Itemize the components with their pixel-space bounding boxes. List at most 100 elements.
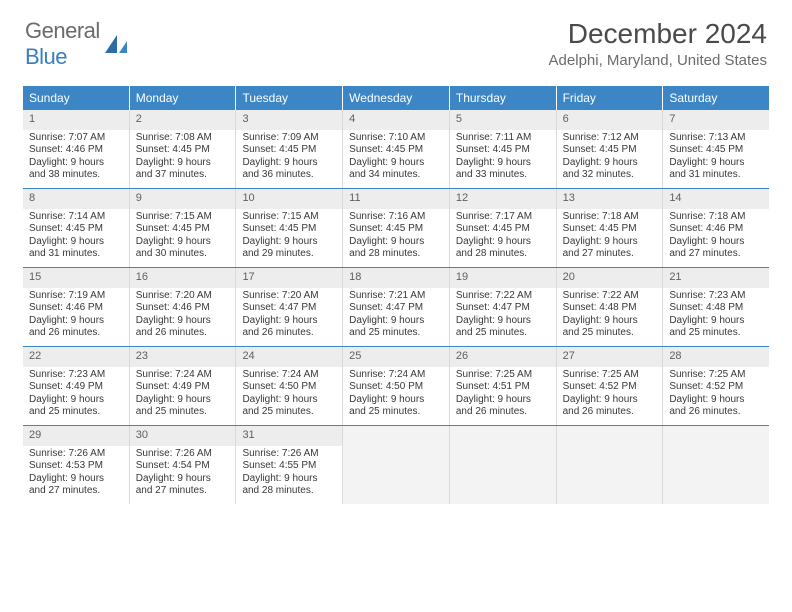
- weeks-container: 1Sunrise: 7:07 AMSunset: 4:46 PMDaylight…: [23, 110, 769, 504]
- day-number: 11: [343, 189, 449, 209]
- sunset-text: Sunset: 4:55 PM: [242, 460, 336, 473]
- day-number: 4: [343, 110, 449, 130]
- day-cell: 20Sunrise: 7:22 AMSunset: 4:48 PMDayligh…: [557, 268, 664, 346]
- sunset-text: Sunset: 4:45 PM: [29, 223, 123, 236]
- logo-word-1: General: [25, 18, 100, 43]
- day-cell: 24Sunrise: 7:24 AMSunset: 4:50 PMDayligh…: [236, 347, 343, 425]
- sunset-text: Sunset: 4:45 PM: [136, 223, 230, 236]
- day-number: 25: [343, 347, 449, 367]
- day-body: Sunrise: 7:18 AMSunset: 4:46 PMDaylight:…: [663, 211, 769, 261]
- day-body: Sunrise: 7:20 AMSunset: 4:46 PMDaylight:…: [130, 290, 236, 340]
- day-number: 24: [236, 347, 342, 367]
- day-cell: 2Sunrise: 7:08 AMSunset: 4:45 PMDaylight…: [130, 110, 237, 188]
- day-number: 17: [236, 268, 342, 288]
- day-number: 10: [236, 189, 342, 209]
- day-cell: [557, 426, 664, 504]
- daylight-text: Daylight: 9 hours and 25 minutes.: [563, 315, 657, 340]
- sunrise-text: Sunrise: 7:24 AM: [136, 369, 230, 382]
- day-cell: 4Sunrise: 7:10 AMSunset: 4:45 PMDaylight…: [343, 110, 450, 188]
- day-number: 31: [236, 426, 342, 446]
- sunrise-text: Sunrise: 7:12 AM: [563, 132, 657, 145]
- day-number: 20: [557, 268, 663, 288]
- week-row: 22Sunrise: 7:23 AMSunset: 4:49 PMDayligh…: [23, 346, 769, 425]
- day-cell: 7Sunrise: 7:13 AMSunset: 4:45 PMDaylight…: [663, 110, 769, 188]
- day-body: Sunrise: 7:09 AMSunset: 4:45 PMDaylight:…: [236, 132, 342, 182]
- sunrise-text: Sunrise: 7:11 AM: [456, 132, 550, 145]
- day-cell: 10Sunrise: 7:15 AMSunset: 4:45 PMDayligh…: [236, 189, 343, 267]
- day-header-friday: Friday: [557, 86, 664, 110]
- sunset-text: Sunset: 4:47 PM: [349, 302, 443, 315]
- sunrise-text: Sunrise: 7:25 AM: [456, 369, 550, 382]
- sunrise-text: Sunrise: 7:25 AM: [669, 369, 763, 382]
- day-number: 16: [130, 268, 236, 288]
- location-text: Adelphi, Maryland, United States: [549, 52, 767, 69]
- day-cell: [663, 426, 769, 504]
- daylight-text: Daylight: 9 hours and 33 minutes.: [456, 157, 550, 182]
- daylight-text: Daylight: 9 hours and 25 minutes.: [669, 315, 763, 340]
- header: General Blue December 2024 Adelphi, Mary…: [0, 0, 792, 78]
- day-number: 22: [23, 347, 129, 367]
- day-body: Sunrise: 7:21 AMSunset: 4:47 PMDaylight:…: [343, 290, 449, 340]
- sunrise-text: Sunrise: 7:24 AM: [242, 369, 336, 382]
- daylight-text: Daylight: 9 hours and 27 minutes.: [563, 236, 657, 261]
- day-cell: 19Sunrise: 7:22 AMSunset: 4:47 PMDayligh…: [450, 268, 557, 346]
- daylight-text: Daylight: 9 hours and 29 minutes.: [242, 236, 336, 261]
- day-header-monday: Monday: [130, 86, 237, 110]
- daylight-text: Daylight: 9 hours and 32 minutes.: [563, 157, 657, 182]
- day-body: Sunrise: 7:26 AMSunset: 4:53 PMDaylight:…: [23, 448, 129, 498]
- day-number: 8: [23, 189, 129, 209]
- sunrise-text: Sunrise: 7:13 AM: [669, 132, 763, 145]
- day-number: 21: [663, 268, 769, 288]
- day-body: Sunrise: 7:12 AMSunset: 4:45 PMDaylight:…: [557, 132, 663, 182]
- sunset-text: Sunset: 4:48 PM: [669, 302, 763, 315]
- sunset-text: Sunset: 4:45 PM: [456, 223, 550, 236]
- day-number: 5: [450, 110, 556, 130]
- sunset-text: Sunset: 4:45 PM: [242, 144, 336, 157]
- daylight-text: Daylight: 9 hours and 25 minutes.: [349, 394, 443, 419]
- sunset-text: Sunset: 4:54 PM: [136, 460, 230, 473]
- sunrise-text: Sunrise: 7:22 AM: [456, 290, 550, 303]
- sunrise-text: Sunrise: 7:16 AM: [349, 211, 443, 224]
- day-number: 12: [450, 189, 556, 209]
- sunset-text: Sunset: 4:46 PM: [29, 302, 123, 315]
- sunrise-text: Sunrise: 7:17 AM: [456, 211, 550, 224]
- day-cell: [343, 426, 450, 504]
- day-cell: 14Sunrise: 7:18 AMSunset: 4:46 PMDayligh…: [663, 189, 769, 267]
- daylight-text: Daylight: 9 hours and 36 minutes.: [242, 157, 336, 182]
- day-number: 18: [343, 268, 449, 288]
- day-body: Sunrise: 7:24 AMSunset: 4:50 PMDaylight:…: [343, 369, 449, 419]
- day-number: 29: [23, 426, 129, 446]
- day-body: Sunrise: 7:22 AMSunset: 4:47 PMDaylight:…: [450, 290, 556, 340]
- sunrise-text: Sunrise: 7:21 AM: [349, 290, 443, 303]
- sunrise-text: Sunrise: 7:26 AM: [242, 448, 336, 461]
- day-number: 27: [557, 347, 663, 367]
- day-body: Sunrise: 7:26 AMSunset: 4:55 PMDaylight:…: [236, 448, 342, 498]
- daylight-text: Daylight: 9 hours and 27 minutes.: [136, 473, 230, 498]
- daylight-text: Daylight: 9 hours and 25 minutes.: [349, 315, 443, 340]
- sunset-text: Sunset: 4:46 PM: [136, 302, 230, 315]
- day-header-wednesday: Wednesday: [343, 86, 450, 110]
- day-cell: 26Sunrise: 7:25 AMSunset: 4:51 PMDayligh…: [450, 347, 557, 425]
- day-number: 26: [450, 347, 556, 367]
- week-row: 8Sunrise: 7:14 AMSunset: 4:45 PMDaylight…: [23, 188, 769, 267]
- day-header-sunday: Sunday: [23, 86, 130, 110]
- sunset-text: Sunset: 4:45 PM: [242, 223, 336, 236]
- day-body: Sunrise: 7:16 AMSunset: 4:45 PMDaylight:…: [343, 211, 449, 261]
- week-row: 15Sunrise: 7:19 AMSunset: 4:46 PMDayligh…: [23, 267, 769, 346]
- sunset-text: Sunset: 4:45 PM: [349, 144, 443, 157]
- sunrise-text: Sunrise: 7:18 AM: [563, 211, 657, 224]
- day-body: Sunrise: 7:24 AMSunset: 4:50 PMDaylight:…: [236, 369, 342, 419]
- day-cell: 22Sunrise: 7:23 AMSunset: 4:49 PMDayligh…: [23, 347, 130, 425]
- title-block: December 2024 Adelphi, Maryland, United …: [549, 18, 767, 69]
- sunrise-text: Sunrise: 7:22 AM: [563, 290, 657, 303]
- day-header-row: SundayMondayTuesdayWednesdayThursdayFrid…: [23, 86, 769, 110]
- day-cell: 31Sunrise: 7:26 AMSunset: 4:55 PMDayligh…: [236, 426, 343, 504]
- daylight-text: Daylight: 9 hours and 26 minutes.: [29, 315, 123, 340]
- day-cell: 25Sunrise: 7:24 AMSunset: 4:50 PMDayligh…: [343, 347, 450, 425]
- daylight-text: Daylight: 9 hours and 25 minutes.: [242, 394, 336, 419]
- day-cell: 9Sunrise: 7:15 AMSunset: 4:45 PMDaylight…: [130, 189, 237, 267]
- sunset-text: Sunset: 4:45 PM: [563, 223, 657, 236]
- daylight-text: Daylight: 9 hours and 31 minutes.: [29, 236, 123, 261]
- sunrise-text: Sunrise: 7:26 AM: [136, 448, 230, 461]
- day-body: Sunrise: 7:24 AMSunset: 4:49 PMDaylight:…: [130, 369, 236, 419]
